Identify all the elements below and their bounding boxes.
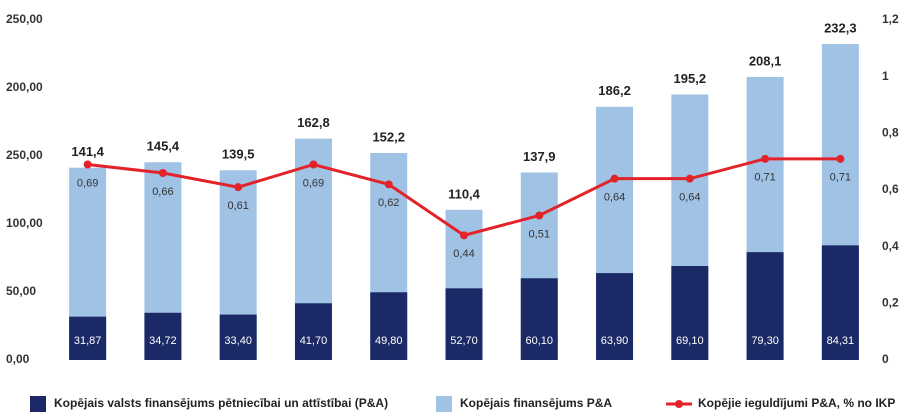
bar <box>370 292 408 360</box>
data-label: 0,64 <box>679 192 700 204</box>
data-label: 137,9 <box>523 149 556 164</box>
legend-swatch <box>30 396 46 412</box>
y2-tick-label: 0,2 <box>882 296 899 310</box>
y2-tick-label: 0 <box>882 352 889 366</box>
data-label: 152,2 <box>372 129 405 144</box>
data-label: 195,2 <box>674 71 707 86</box>
data-label: 69,10 <box>676 335 704 347</box>
data-label: 49,80 <box>375 335 403 347</box>
y2-tick-label: 0,4 <box>882 239 899 253</box>
bar <box>596 273 634 360</box>
line-point <box>83 160 92 169</box>
bar <box>746 252 784 360</box>
data-label: 0,62 <box>378 197 399 209</box>
line-point <box>535 211 544 220</box>
line-point <box>836 154 845 163</box>
data-label: 60,10 <box>526 335 554 347</box>
data-label: 141,4 <box>71 144 104 159</box>
bar <box>144 312 182 360</box>
y-tick-label: 200,00 <box>6 80 43 94</box>
data-label: 31,87 <box>74 335 102 347</box>
data-label: 0,71 <box>754 172 775 184</box>
legend-swatch <box>436 396 452 412</box>
line-point <box>309 160 318 169</box>
data-label: 0,61 <box>227 200 248 212</box>
data-label: 79,30 <box>751 335 779 347</box>
data-label: 84,31 <box>827 335 855 347</box>
line-point <box>610 174 619 183</box>
y2-tick-label: 1,2 <box>882 12 899 26</box>
bar <box>219 314 257 360</box>
data-label: 34,72 <box>149 335 177 347</box>
legend-label: Kopējie ieguldījumi P&A, % no IKP <box>698 396 895 410</box>
line-point <box>384 180 393 189</box>
legend-marker <box>675 400 683 408</box>
y2-tick-label: 1 <box>882 69 889 83</box>
data-label: 0,69 <box>303 177 324 189</box>
data-label: 0,69 <box>77 177 98 189</box>
data-label: 208,1 <box>749 53 782 68</box>
line-point <box>460 231 468 240</box>
data-label: 52,70 <box>450 335 478 347</box>
data-label: 0,44 <box>453 248 474 260</box>
data-label: 33,40 <box>224 335 252 347</box>
y-tick-label: 100,00 <box>6 216 43 230</box>
bar <box>671 266 709 360</box>
data-label: 41,70 <box>300 335 328 347</box>
line-point <box>158 169 167 177</box>
y-tick-label: 250,00 <box>6 12 43 26</box>
bar <box>520 278 558 360</box>
data-label: 0,71 <box>830 172 851 184</box>
y-tick-label: 50,00 <box>6 284 36 298</box>
data-label: 145,4 <box>147 139 180 154</box>
data-label: 139,5 <box>222 147 255 162</box>
line-point <box>234 183 243 192</box>
bar <box>69 316 107 360</box>
data-label: 110,4 <box>448 186 481 201</box>
data-label: 232,3 <box>824 21 857 36</box>
line-point <box>761 154 770 163</box>
y-tick-label: 0,00 <box>6 352 30 366</box>
y2-tick-label: 0,6 <box>882 182 899 196</box>
data-label: 162,8 <box>297 115 330 130</box>
data-label: 0,66 <box>152 186 173 198</box>
line-point <box>685 174 694 183</box>
bar <box>445 288 483 360</box>
y-tick-label: 250,00 <box>6 148 43 162</box>
data-label: 0,51 <box>529 228 550 240</box>
y2-tick-label: 0,8 <box>882 126 899 140</box>
data-label: 0,64 <box>604 192 625 204</box>
legend-label: Kopējais finansējums P&A <box>460 396 612 410</box>
legend-label: Kopējais valsts finansējums pētniecībai … <box>54 396 388 410</box>
data-label: 63,90 <box>601 335 629 347</box>
bar <box>821 245 859 360</box>
bar <box>294 303 332 360</box>
data-label: 186,2 <box>598 83 631 98</box>
